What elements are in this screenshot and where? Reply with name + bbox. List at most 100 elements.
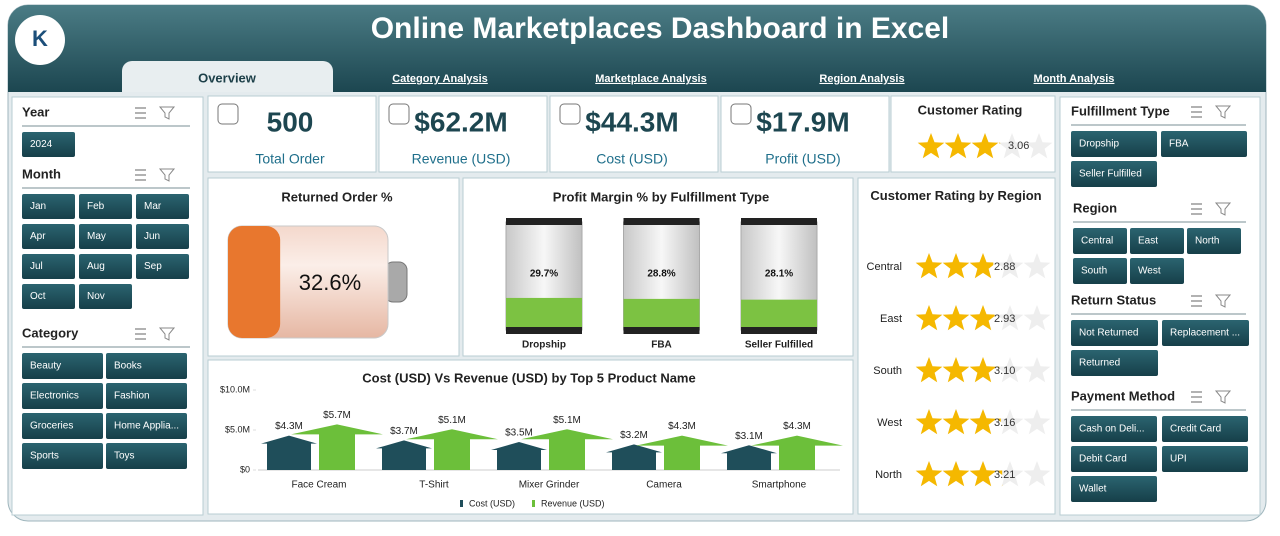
tab[interactable]: Region Analysis — [819, 73, 904, 85]
slicer-item[interactable]: Debit Card — [1079, 454, 1127, 465]
slicer-button[interactable]: Cash on Deli... — [1071, 416, 1157, 442]
slicer-button[interactable]: Wallet — [1071, 476, 1157, 502]
slicer-button-bg[interactable] — [1073, 228, 1127, 254]
slicer-button-bg[interactable] — [22, 413, 103, 439]
slicer-button-bg[interactable] — [22, 194, 75, 219]
slicer-item[interactable]: Toys — [114, 451, 135, 462]
slicer-button[interactable]: Central — [1073, 228, 1127, 254]
slicer-item[interactable]: Seller Fulfilled — [1079, 169, 1142, 180]
slicer-button[interactable]: May — [79, 224, 132, 249]
slicer-item[interactable]: Feb — [87, 201, 105, 212]
slicer-button[interactable]: Dropship — [1071, 131, 1157, 157]
slicer-button[interactable]: Credit Card — [1162, 416, 1248, 442]
slicer-button[interactable]: Beauty — [22, 353, 103, 379]
slicer-item[interactable]: FBA — [1169, 139, 1189, 150]
slicer-item[interactable]: Oct — [30, 291, 46, 302]
slicer-item[interactable]: Home Applia... — [114, 421, 179, 432]
slicer-button-bg[interactable] — [106, 383, 187, 409]
slicer-button[interactable]: North — [1187, 228, 1241, 254]
slicer-button[interactable]: FBA — [1161, 131, 1247, 157]
slicer-button[interactable]: East — [1130, 228, 1184, 254]
slicer-button[interactable]: Replacement ... — [1162, 320, 1249, 346]
slicer-button[interactable]: Not Returned — [1071, 320, 1158, 346]
slicer-button[interactable]: Groceries — [22, 413, 103, 439]
slicer-item[interactable]: Apr — [30, 231, 46, 242]
slicer-button[interactable]: Jan — [22, 194, 75, 219]
slicer-button-bg[interactable] — [1071, 476, 1157, 502]
slicer-item[interactable]: Beauty — [30, 361, 61, 372]
slicer-item[interactable]: Central — [1081, 236, 1113, 247]
slicer-button[interactable]: Apr — [22, 224, 75, 249]
slicer-button[interactable]: Sep — [136, 254, 189, 279]
slicer-button-bg[interactable] — [1071, 416, 1157, 442]
slicer-button[interactable]: Returned — [1071, 350, 1158, 376]
slicer-item[interactable]: Nov — [87, 291, 105, 302]
slicer-button[interactable]: Mar — [136, 194, 189, 219]
slicer-button-bg[interactable] — [1161, 131, 1247, 157]
slicer-button[interactable]: Home Applia... — [106, 413, 187, 439]
slicer-button-bg[interactable] — [136, 224, 189, 249]
slicer-item[interactable]: Electronics — [30, 391, 79, 402]
slicer-button-bg[interactable] — [1071, 446, 1157, 472]
slicer-button-bg[interactable] — [1130, 228, 1184, 254]
slicer-button-bg[interactable] — [136, 194, 189, 219]
slicer-item[interactable]: Wallet — [1079, 484, 1107, 495]
slicer-item[interactable]: Credit Card — [1170, 424, 1221, 435]
slicer-item[interactable]: Sep — [144, 261, 162, 272]
slicer-button-bg[interactable] — [1187, 228, 1241, 254]
slicer-button[interactable]: West — [1130, 258, 1184, 284]
slicer-button-bg[interactable] — [1073, 258, 1127, 284]
slicer-item[interactable]: UPI — [1170, 454, 1187, 465]
slicer-button[interactable]: Jul — [22, 254, 75, 279]
slicer-item[interactable]: May — [87, 231, 106, 242]
slicer-item[interactable]: Groceries — [30, 421, 73, 432]
slicer-button-bg[interactable] — [22, 224, 75, 249]
slicer-button[interactable]: 2024 — [22, 132, 75, 157]
slicer-button-bg[interactable] — [1130, 258, 1184, 284]
slicer-button-bg[interactable] — [79, 284, 132, 309]
slicer-item[interactable]: 2024 — [30, 139, 53, 150]
slicer-button-bg[interactable] — [1162, 446, 1248, 472]
slicer-button-bg[interactable] — [79, 224, 132, 249]
slicer-item[interactable]: Fashion — [114, 391, 150, 402]
slicer-button-bg[interactable] — [22, 132, 75, 157]
slicer-item[interactable]: Jan — [30, 201, 46, 212]
slicer-button-bg[interactable] — [1071, 131, 1157, 157]
slicer-item[interactable]: Not Returned — [1079, 328, 1138, 339]
slicer-button-bg[interactable] — [22, 254, 75, 279]
slicer-item[interactable]: Aug — [87, 261, 105, 272]
slicer-button-bg[interactable] — [1071, 161, 1157, 187]
tab[interactable]: Marketplace Analysis — [595, 73, 706, 85]
tab[interactable]: Overview — [198, 70, 257, 85]
slicer-button[interactable]: Toys — [106, 443, 187, 469]
slicer-button[interactable]: Sports — [22, 443, 103, 469]
slicer-item[interactable]: Books — [114, 361, 142, 372]
slicer-button-bg[interactable] — [22, 284, 75, 309]
slicer-button-bg[interactable] — [106, 443, 187, 469]
slicer-button[interactable]: South — [1073, 258, 1127, 284]
slicer-item[interactable]: Jul — [30, 261, 43, 272]
slicer-button-bg[interactable] — [79, 254, 132, 279]
slicer-button[interactable]: Aug — [79, 254, 132, 279]
slicer-item[interactable]: East — [1138, 236, 1158, 247]
slicer-button[interactable]: Books — [106, 353, 187, 379]
slicer-button-bg[interactable] — [1162, 320, 1249, 346]
slicer-button[interactable]: Electronics — [22, 383, 103, 409]
slicer-button-bg[interactable] — [1162, 416, 1248, 442]
slicer-item[interactable]: West — [1138, 266, 1161, 277]
slicer-item[interactable]: Returned — [1079, 358, 1120, 369]
tab[interactable]: Month Analysis — [1034, 73, 1115, 85]
slicer-item[interactable]: Jun — [144, 231, 160, 242]
slicer-button-bg[interactable] — [22, 443, 103, 469]
tab[interactable]: Category Analysis — [392, 73, 488, 85]
slicer-button-bg[interactable] — [1071, 320, 1158, 346]
slicer-button-bg[interactable] — [1071, 350, 1158, 376]
slicer-button[interactable]: UPI — [1162, 446, 1248, 472]
slicer-button-bg[interactable] — [106, 353, 187, 379]
slicer-button-bg[interactable] — [22, 383, 103, 409]
slicer-button-bg[interactable] — [79, 194, 132, 219]
slicer-button[interactable]: Seller Fulfilled — [1071, 161, 1157, 187]
slicer-button-bg[interactable] — [136, 254, 189, 279]
slicer-button[interactable]: Debit Card — [1071, 446, 1157, 472]
slicer-button[interactable]: Fashion — [106, 383, 187, 409]
